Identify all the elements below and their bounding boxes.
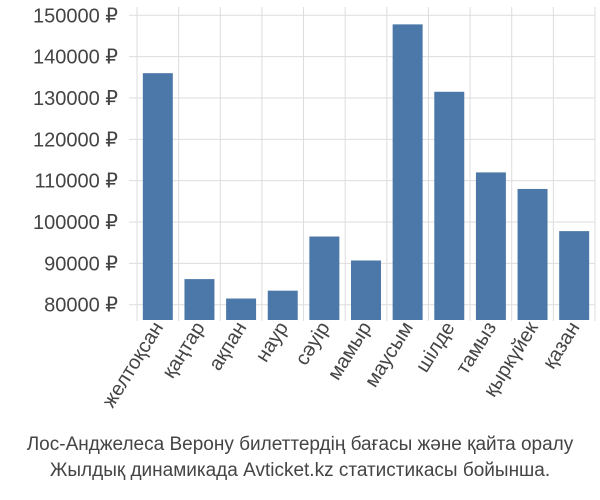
- bar: [475, 172, 506, 320]
- bar: [142, 73, 173, 320]
- x-tick-label: қаңтар: [158, 318, 210, 382]
- chart-bars: [142, 24, 590, 321]
- y-tick-label: 100000 ₽: [33, 212, 118, 234]
- x-tick-label: қазан: [539, 318, 585, 373]
- y-tick-label: 110000 ₽: [34, 171, 118, 193]
- bar: [267, 290, 298, 320]
- y-tick-label: 90000 ₽: [44, 253, 118, 275]
- x-tick-label: наур: [252, 318, 293, 366]
- bar: [434, 91, 465, 321]
- chart-grid: [129, 7, 596, 321]
- x-tick-label: желтоқсан: [98, 318, 168, 411]
- x-tick-label: ақпан: [205, 318, 252, 374]
- y-tick-label: 80000 ₽: [44, 295, 118, 317]
- bar: [351, 260, 381, 320]
- y-tick-label: 150000 ₽: [33, 5, 118, 27]
- y-tick-label: 130000 ₽: [33, 88, 118, 110]
- bar: [309, 236, 340, 320]
- chart-caption-line-2: Жылдық динамикада Avticket.kz статистика…: [49, 460, 551, 481]
- x-tick-label: сәуір: [291, 318, 334, 369]
- bar: [392, 24, 423, 321]
- price-bar-chart: 80000 ₽ 90000 ₽ 100000 ₽ 110000 ₽ 120000 ₽ 13…: [33, 5, 596, 412]
- bar: [226, 298, 257, 320]
- bar: [184, 279, 215, 320]
- chart-caption-line-1: Лос-Анджелеса Верону билеттердің бағасы …: [26, 434, 574, 455]
- y-tick-label: 140000 ₽: [33, 47, 118, 69]
- bar: [517, 188, 548, 320]
- y-tick-label: 120000 ₽: [33, 129, 118, 151]
- y-axis: 80000 ₽ 90000 ₽ 100000 ₽ 110000 ₽ 120000 ₽ 13…: [33, 5, 118, 316]
- bar: [559, 231, 590, 320]
